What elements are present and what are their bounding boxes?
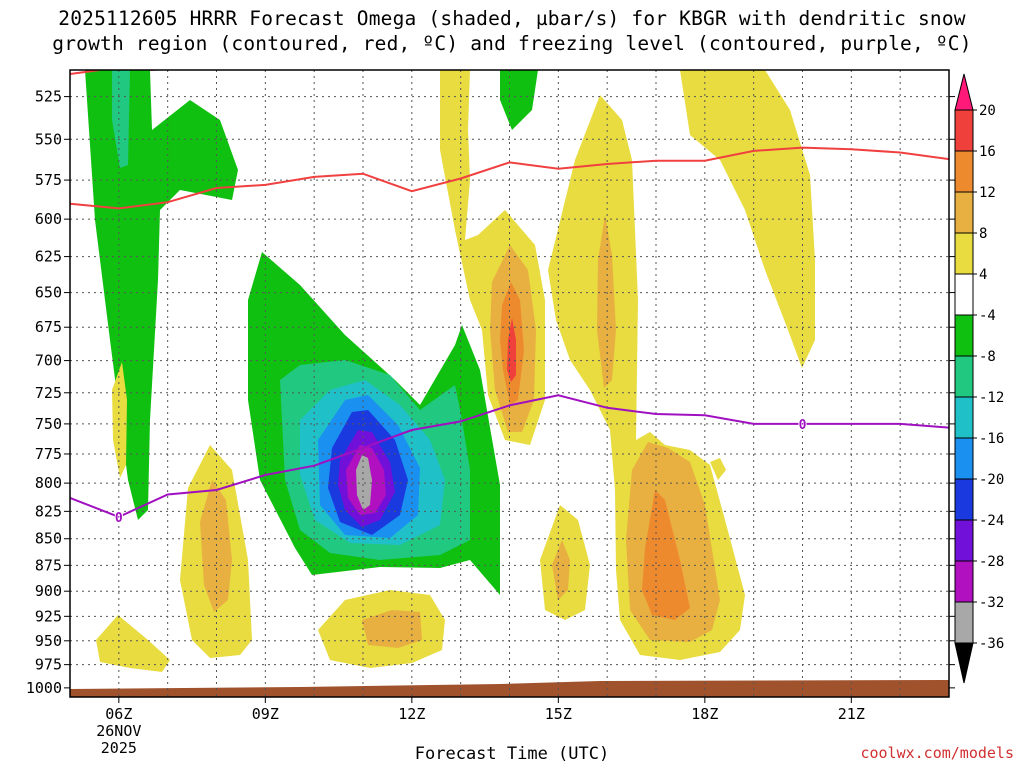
colorbar-top-arrow bbox=[954, 73, 974, 111]
colorbar-bottom-arrow bbox=[954, 642, 974, 684]
freezing-contour-label: 0 bbox=[115, 511, 123, 526]
y-axis-ticks: 525 550 575 600 625 650 675 700 725 750 775 800 825 8… bbox=[26, 88, 955, 697]
colorbar-label: -20 bbox=[979, 472, 1004, 488]
colorbar-label: 4 bbox=[979, 267, 987, 283]
y-tick-label: 700 bbox=[35, 352, 62, 370]
y-tick-label: 725 bbox=[35, 384, 62, 402]
x-tick-label: 18Z bbox=[691, 705, 718, 723]
omega-region-yellow-4 bbox=[112, 362, 127, 478]
credit-text[interactable]: coolwx.com/models bbox=[860, 744, 1014, 762]
contour-label-bg bbox=[798, 416, 807, 431]
colorbar-label: 8 bbox=[979, 226, 987, 242]
colorbar-swatch bbox=[954, 314, 974, 357]
omega-region-yellow-3 bbox=[680, 70, 815, 368]
chart-title: 2025112605 HRRR Forecast Omega (shaded, … bbox=[0, 6, 1024, 56]
title-line-2: growth region (contoured, red, ºC) and f… bbox=[52, 32, 972, 55]
y-tick-label: 750 bbox=[35, 415, 62, 433]
y-tick-label: 925 bbox=[35, 607, 62, 625]
y-tick-label: 800 bbox=[35, 474, 62, 492]
y-tick-label: 525 bbox=[35, 88, 62, 106]
colorbar-label: 16 bbox=[979, 144, 996, 160]
y-tick-label: 775 bbox=[35, 445, 62, 463]
plot-frame bbox=[69, 69, 950, 698]
colorbar-label: -4 bbox=[979, 308, 996, 324]
colorbar-swatch bbox=[954, 232, 974, 275]
omega-region-gold-2 bbox=[597, 215, 616, 388]
omega-region-teal bbox=[112, 70, 130, 168]
title-line-1: 2025112605 HRRR Forecast Omega (shaded, … bbox=[58, 7, 966, 30]
x-tick-label: 09Z bbox=[252, 705, 279, 723]
colorbar-label: -32 bbox=[979, 595, 1004, 611]
colorbar-swatch bbox=[954, 478, 974, 521]
y-tick-label: 900 bbox=[35, 582, 62, 600]
x-axis-label: Forecast Time (UTC) bbox=[414, 744, 610, 764]
y-tick-label: 975 bbox=[35, 656, 62, 674]
freezing-level-labels: 00 bbox=[114, 416, 807, 526]
x-tick-date: 26NOV bbox=[96, 722, 141, 740]
y-tick-label: 950 bbox=[35, 632, 62, 650]
colorbar-label: 20 bbox=[979, 103, 996, 119]
colorbar-label: -24 bbox=[979, 513, 1004, 529]
omega-region-gray bbox=[356, 455, 372, 510]
y-tick-label: 675 bbox=[35, 318, 62, 336]
colorbar-label: -36 bbox=[979, 636, 1004, 652]
y-tick-label: 850 bbox=[35, 530, 62, 548]
y-tick-label: 650 bbox=[35, 284, 62, 302]
omega-region-yellow-6 bbox=[96, 615, 170, 672]
omega-shading bbox=[85, 70, 815, 672]
colorbar: 20 16 12 8 4 -4 -8 -12 -16 -20 -24 -28 -32 -36 bbox=[954, 73, 1004, 684]
freezing-contour-label: 0 bbox=[799, 418, 807, 433]
omega-region-green-top bbox=[500, 70, 538, 130]
x-tick-label: 06Z bbox=[105, 705, 132, 723]
y-tick-label: 600 bbox=[35, 210, 62, 228]
y-tick-label: 550 bbox=[35, 130, 62, 148]
x-tick-year: 2025 bbox=[101, 739, 137, 757]
colorbar-swatch bbox=[954, 355, 974, 398]
y-tick-label: 875 bbox=[35, 556, 62, 574]
y-tick-label: 1000 bbox=[26, 679, 62, 697]
colorbar-swatch bbox=[954, 191, 974, 234]
colorbar-swatch bbox=[954, 437, 974, 480]
colorbar-swatch bbox=[954, 560, 974, 603]
colorbar-swatch bbox=[954, 519, 974, 562]
omega-region-gold-6 bbox=[552, 540, 570, 600]
colorbar-swatch bbox=[954, 396, 974, 439]
y-tick-label: 825 bbox=[35, 502, 62, 520]
colorbar-label: -16 bbox=[979, 431, 1004, 447]
colorbar-label: -28 bbox=[979, 554, 1004, 570]
x-tick-label: 12Z bbox=[398, 705, 425, 723]
omega-region-orange-2 bbox=[642, 490, 690, 620]
omega-region-gold-5 bbox=[362, 610, 422, 648]
x-tick-label: 15Z bbox=[545, 705, 572, 723]
x-tick-label: 21Z bbox=[838, 705, 865, 723]
colorbar-swatch bbox=[954, 109, 974, 152]
grid-lines bbox=[70, 70, 950, 697]
y-tick-label: 575 bbox=[35, 171, 62, 189]
colorbar-swatch bbox=[954, 150, 974, 193]
colorbar-label: -12 bbox=[979, 390, 1004, 406]
dendritic-snow-growth-line bbox=[70, 146, 949, 210]
colorbar-label: 12 bbox=[979, 185, 996, 201]
colorbar-label: -8 bbox=[979, 349, 996, 365]
colorbar-swatch bbox=[954, 273, 974, 316]
y-tick-label: 625 bbox=[35, 248, 62, 266]
omega-region-yellow-9 bbox=[710, 458, 726, 480]
contour-label-bg bbox=[114, 509, 123, 524]
colorbar-swatch bbox=[954, 601, 974, 644]
